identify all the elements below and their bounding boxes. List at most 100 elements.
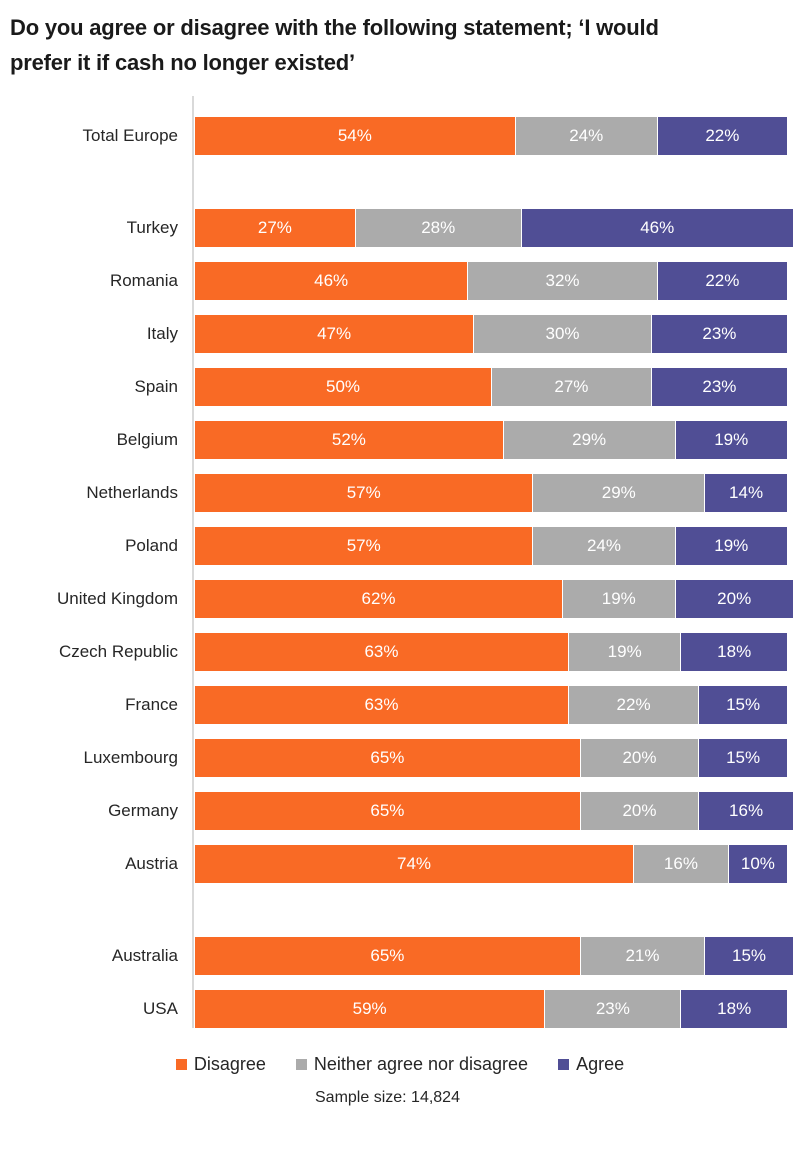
bar-segment-neither: 29% xyxy=(532,474,705,512)
row-label: USA xyxy=(143,999,178,1018)
bar-segment-agree: 16% xyxy=(698,792,793,830)
legend-swatch-neither xyxy=(295,1059,307,1070)
bar-segment-agree: 14% xyxy=(704,474,787,512)
bar-segment-disagree: 47% xyxy=(195,315,474,353)
stacked-bar: 65% 20% 16% xyxy=(195,792,793,830)
bar-segment-disagree: 65% xyxy=(195,792,580,830)
bar-segment-neither: 30% xyxy=(473,315,651,353)
legend-label: Disagree xyxy=(193,1054,266,1074)
bar-segment-agree: 15% xyxy=(704,937,793,975)
row-label: Australia xyxy=(111,946,178,965)
row-label: Romania xyxy=(109,271,178,290)
row-label: Germany xyxy=(108,801,178,820)
bar-segment-disagree: 52% xyxy=(195,421,503,459)
bar-segment-agree: 23% xyxy=(650,315,787,353)
legend-swatch-agree xyxy=(558,1059,570,1070)
bar-row: United Kingdom 62% 19% 20% xyxy=(0,580,800,618)
bar-segment-agree: 19% xyxy=(674,527,787,565)
bar-segment-neither: 32% xyxy=(467,262,657,300)
bar-segment-agree: 22% xyxy=(656,262,787,300)
row-label: Total Europe xyxy=(82,126,178,145)
row-label: Italy xyxy=(146,324,178,343)
stacked-bar: 52% 29% 19% xyxy=(195,421,787,459)
bar-segment-agree: 15% xyxy=(698,686,787,724)
bar-segment-neither: 29% xyxy=(502,421,675,459)
bar-row: Australia 65% 21% 15% xyxy=(0,937,800,975)
stacked-bar: 62% 19% 20% xyxy=(195,580,793,618)
bar-segment-neither: 23% xyxy=(544,990,681,1028)
legend-label: Neither agree nor disagree xyxy=(313,1054,529,1074)
bar-segment-neither: 19% xyxy=(567,633,681,671)
bar-segment-disagree: 57% xyxy=(195,527,533,565)
stacked-bar: 65% 20% 15% xyxy=(195,739,787,777)
bar-segment-disagree: 74% xyxy=(195,845,634,883)
bar-segment-disagree: 65% xyxy=(195,739,580,777)
row-label: Spain xyxy=(134,377,178,396)
bar-segment-neither: 22% xyxy=(567,686,699,724)
bar-segment-neither: 19% xyxy=(562,580,675,618)
bar-segment-disagree: 65% xyxy=(195,937,580,975)
stacked-bar: 65% 21% 15% xyxy=(195,937,793,975)
bar-segment-agree: 18% xyxy=(680,633,787,671)
bar-segment-agree: 23% xyxy=(650,368,787,406)
legend: Disagree Neither agree nor disagree Agree xyxy=(0,1054,800,1075)
chart-title-line2: prefer it if cash no longer existed’ xyxy=(10,50,355,75)
bar-segment-disagree: 59% xyxy=(195,990,545,1028)
stacked-bar: 59% 23% 18% xyxy=(195,990,787,1028)
bar-segment-agree: 15% xyxy=(698,739,787,777)
y-axis-line xyxy=(192,96,194,1028)
bar-segment-neither: 24% xyxy=(514,117,657,155)
bar-segment-disagree: 63% xyxy=(195,633,568,671)
bar-segment-disagree: 63% xyxy=(195,686,568,724)
row-label: United Kingdom xyxy=(57,589,178,608)
stacked-bar: 63% 22% 15% xyxy=(195,686,787,724)
row-label: Luxembourg xyxy=(83,748,178,767)
bar-row: Poland 57% 24% 19% xyxy=(0,527,800,565)
row-label: Turkey xyxy=(126,218,178,237)
bar-segment-agree: 46% xyxy=(520,209,793,247)
bar-row: France 63% 22% 15% xyxy=(0,686,800,724)
stacked-bar: 46% 32% 22% xyxy=(195,262,787,300)
bar-segment-neither: 27% xyxy=(491,368,651,406)
bar-row: Total Europe 54% 24% 22% xyxy=(0,117,800,155)
bar-row: USA 59% 23% 18% xyxy=(0,990,800,1028)
bar-row: Belgium 52% 29% 19% xyxy=(0,421,800,459)
bar-segment-neither: 20% xyxy=(579,792,699,830)
bar-segment-disagree: 62% xyxy=(195,580,563,618)
chart-title-line1: Do you agree or disagree with the follow… xyxy=(10,15,659,40)
row-label: Netherlands xyxy=(86,483,178,502)
bar-segment-neither: 16% xyxy=(633,845,728,883)
chart-rows: Total Europe 54% 24% 22% Turkey 27% 28% 46% Roma… xyxy=(0,117,800,1028)
bar-segment-agree: 10% xyxy=(727,845,787,883)
legend-swatch-disagree xyxy=(175,1059,187,1070)
sample-size-note: Sample size: 14,824 xyxy=(315,1089,460,1106)
bar-row: Spain 50% 27% 23% xyxy=(0,368,800,406)
bar-segment-agree: 19% xyxy=(674,421,787,459)
bar-segment-agree: 22% xyxy=(656,117,787,155)
bar-segment-disagree: 46% xyxy=(195,262,468,300)
bar-segment-neither: 28% xyxy=(354,209,521,247)
chart-title: Do you agree or disagree with the follow… xyxy=(10,10,788,80)
row-label: Poland xyxy=(125,536,178,555)
bar-segment-neither: 24% xyxy=(532,527,675,565)
bar-row: Germany 65% 20% 16% xyxy=(0,792,800,830)
bar-segment-neither: 20% xyxy=(579,739,699,777)
stacked-bar: 74% 16% 10% xyxy=(195,845,787,883)
bar-segment-disagree: 57% xyxy=(195,474,533,512)
legend-item-disagree: Disagree xyxy=(175,1054,266,1075)
bar-row: Romania 46% 32% 22% xyxy=(0,262,800,300)
bar-segment-agree: 18% xyxy=(680,990,787,1028)
legend-label: Agree xyxy=(576,1054,625,1074)
row-label: France xyxy=(125,695,178,714)
bar-row: Turkey 27% 28% 46% xyxy=(0,209,800,247)
stacked-bar-chart: Total Europe 54% 24% 22% Turkey 27% 28% 46% Roma… xyxy=(0,96,800,1028)
bar-segment-neither: 21% xyxy=(579,937,705,975)
stacked-bar: 50% 27% 23% xyxy=(195,368,787,406)
stacked-bar: 63% 19% 18% xyxy=(195,633,787,671)
row-label: Belgium xyxy=(116,430,178,449)
stacked-bar: 57% 29% 14% xyxy=(195,474,787,512)
bar-row: Austria 74% 16% 10% xyxy=(0,845,800,883)
stacked-bar: 27% 28% 46% xyxy=(195,209,793,247)
row-label: Czech Republic xyxy=(58,642,178,661)
